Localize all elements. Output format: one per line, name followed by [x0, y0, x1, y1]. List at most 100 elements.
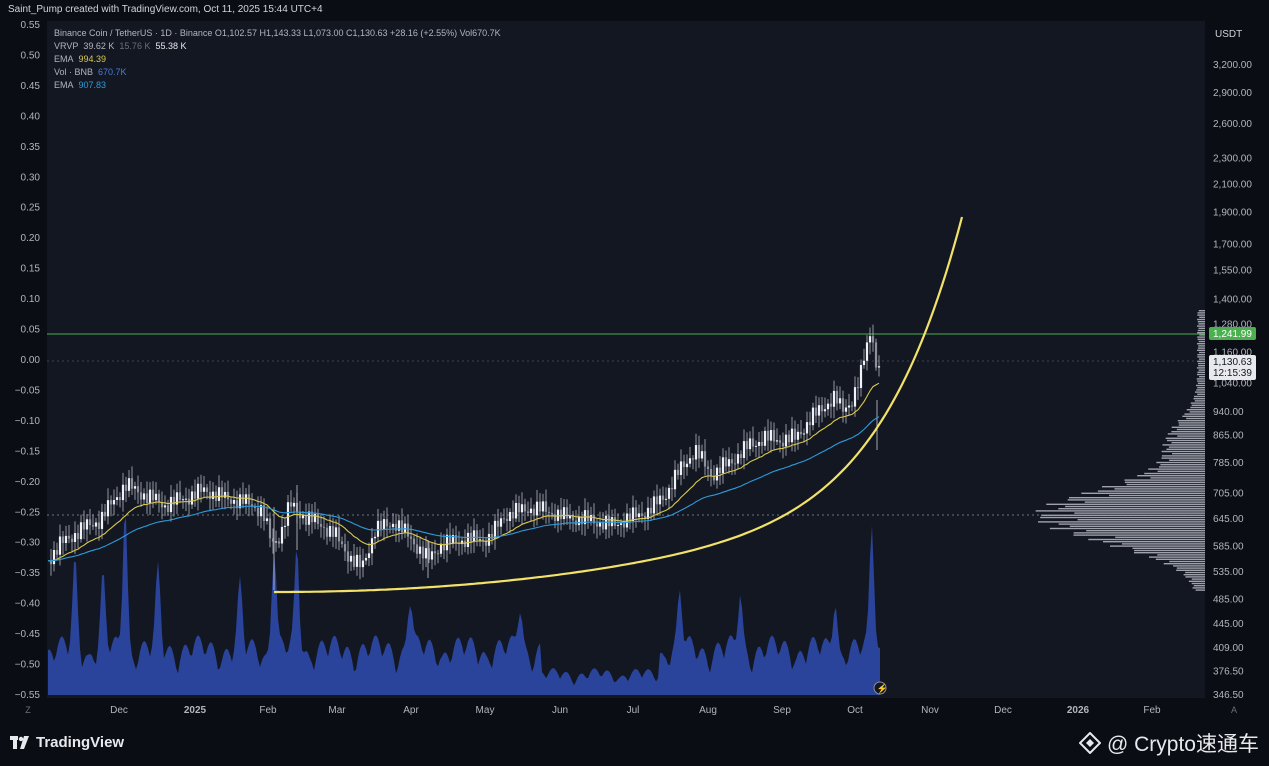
volume-profile-bar [1189, 411, 1205, 413]
volume-profile-bar [1165, 437, 1205, 439]
candle-body [763, 430, 767, 446]
volume-profile-bar [1155, 558, 1205, 560]
candle-body [823, 409, 827, 412]
candle-body [103, 511, 107, 517]
candle-body [553, 514, 557, 521]
candle-body [769, 430, 773, 441]
candle-body [94, 522, 98, 527]
candle-body [277, 541, 281, 544]
time-axis-label: Feb [259, 705, 277, 716]
candles [49, 324, 881, 590]
axis-corner-right[interactable]: A [1231, 705, 1237, 715]
candle-body [736, 454, 740, 464]
candle-body [91, 525, 95, 527]
vol-label: Vol · BNB [54, 67, 94, 77]
time-axis-label: Dec [994, 705, 1012, 716]
price-tag: 1,130.63 [1213, 357, 1252, 368]
right-axis-tick-label: 585.00 [1213, 542, 1244, 553]
parabolic-curve[interactable] [274, 216, 964, 594]
candle-body [376, 520, 380, 537]
right-axis-tick-label: 1,400.00 [1213, 294, 1252, 305]
volume-profile-bar [1197, 332, 1205, 334]
volume-profile-bar [1115, 536, 1205, 538]
candle-body [196, 483, 200, 499]
price-chart[interactable]: 0.55 0.50 0.45 0.40 0.35 0.30 0.25 0.20 0.15 0.10… [0, 20, 1269, 720]
legend-ema2-row[interactable]: EMA 907.83 [54, 79, 501, 92]
candle-body [586, 510, 590, 521]
volume-profile-bar [1148, 468, 1205, 470]
candle-body [247, 494, 251, 505]
candle-body [784, 434, 788, 447]
candle-body [343, 544, 347, 552]
candle-body [67, 535, 71, 539]
lightning-icon[interactable]: ⚡ [873, 681, 888, 695]
candle-body [319, 523, 323, 527]
candle-body [322, 526, 326, 528]
volume-profile-bar [1184, 413, 1205, 415]
candle-body [412, 538, 416, 545]
candle-body [622, 523, 626, 528]
axis-corner-left[interactable]: Z [25, 705, 31, 715]
candle-body [676, 469, 680, 475]
right-axis-tick-label: 485.00 [1213, 595, 1244, 606]
volume-profile-bar [1046, 503, 1205, 505]
candle-body [307, 511, 311, 525]
volume-profile-bar [1198, 358, 1205, 360]
legend-vrvp-row[interactable]: VRVP 39.62 K 15.76 K 55.38 K [54, 40, 501, 53]
candle-body [433, 551, 437, 554]
left-axis-tick-label: −0.45 [15, 629, 41, 640]
time-axis-label: Apr [403, 705, 419, 716]
legend-volume-row[interactable]: Vol · BNB 670.7K [54, 66, 501, 79]
left-axis-tick-label: −0.20 [15, 477, 41, 488]
time-axis-label: 2025 [184, 705, 207, 716]
volume-profile-bar [1192, 587, 1205, 589]
time-axis-label: Dec [110, 705, 128, 716]
candle-body [664, 498, 668, 500]
time-axis-label: Feb [1143, 705, 1161, 716]
currency-label[interactable]: USDT [1215, 29, 1242, 40]
candle-body [760, 441, 764, 446]
candle-body [154, 493, 158, 501]
volume-profile-bar [1067, 499, 1205, 501]
volume-profile-bar [1126, 483, 1205, 486]
candle-body [289, 502, 293, 507]
candle-body [673, 469, 677, 490]
candle-body [697, 445, 701, 459]
candle-body [460, 540, 464, 545]
candle-body [496, 520, 500, 527]
candle-body [631, 507, 635, 522]
volume-profile-bar [1171, 431, 1205, 433]
candle-body [142, 493, 146, 500]
legend-symbol-row[interactable]: Binance Coin / TetherUS · 1D · Binance O… [54, 28, 501, 38]
time-axis-label: May [476, 705, 495, 716]
chart-container[interactable]: 0.55 0.50 0.45 0.40 0.35 0.30 0.25 0.20 0.15 0.10… [0, 20, 1269, 720]
tradingview-logo[interactable]: TradingView [10, 734, 124, 751]
candle-body [706, 466, 710, 469]
volume-profile-bar [1182, 415, 1205, 417]
candle-body [157, 493, 161, 503]
candle-body [730, 459, 734, 464]
candle-body [448, 534, 452, 544]
candle-body [334, 527, 338, 537]
brand-watermark: @ Crypto速通车 [1078, 728, 1259, 758]
candle-body [361, 560, 365, 568]
volume-profile-bar [1185, 576, 1205, 578]
brand-text: @ Crypto速通车 [1106, 733, 1259, 756]
volume-profile-bar [1198, 340, 1205, 343]
volume-profile-bar [1197, 373, 1205, 376]
volume-profile-bar [1197, 380, 1205, 382]
left-axis-tick-label: 0.50 [21, 50, 41, 61]
candle-body [877, 366, 881, 368]
candle-body [700, 451, 704, 459]
candle-body [349, 555, 353, 562]
candle-body [637, 513, 641, 518]
candle-body [133, 486, 137, 489]
legend-ema1-row[interactable]: EMA 994.39 [54, 53, 501, 66]
candle-body [253, 506, 257, 508]
right-axis-tick-label: 645.00 [1213, 514, 1244, 525]
vrvp-value-2: 15.76 K [119, 41, 151, 51]
candle-body [139, 492, 143, 500]
candle-body [385, 519, 389, 527]
candle-body [274, 541, 278, 543]
volume-profile-bar [1197, 312, 1205, 314]
